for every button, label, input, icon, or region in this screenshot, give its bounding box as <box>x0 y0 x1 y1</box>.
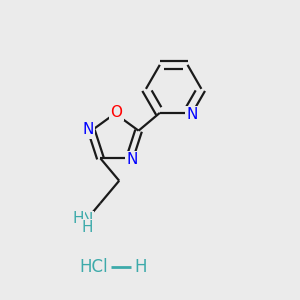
Text: N: N <box>187 107 198 122</box>
Text: O: O <box>110 105 122 120</box>
Text: N: N <box>83 122 94 137</box>
Text: H: H <box>134 258 146 276</box>
Text: H: H <box>82 220 93 235</box>
Text: H: H <box>73 211 84 226</box>
Text: N: N <box>82 212 93 227</box>
Text: HCl: HCl <box>79 258 108 276</box>
Text: N: N <box>126 152 138 167</box>
